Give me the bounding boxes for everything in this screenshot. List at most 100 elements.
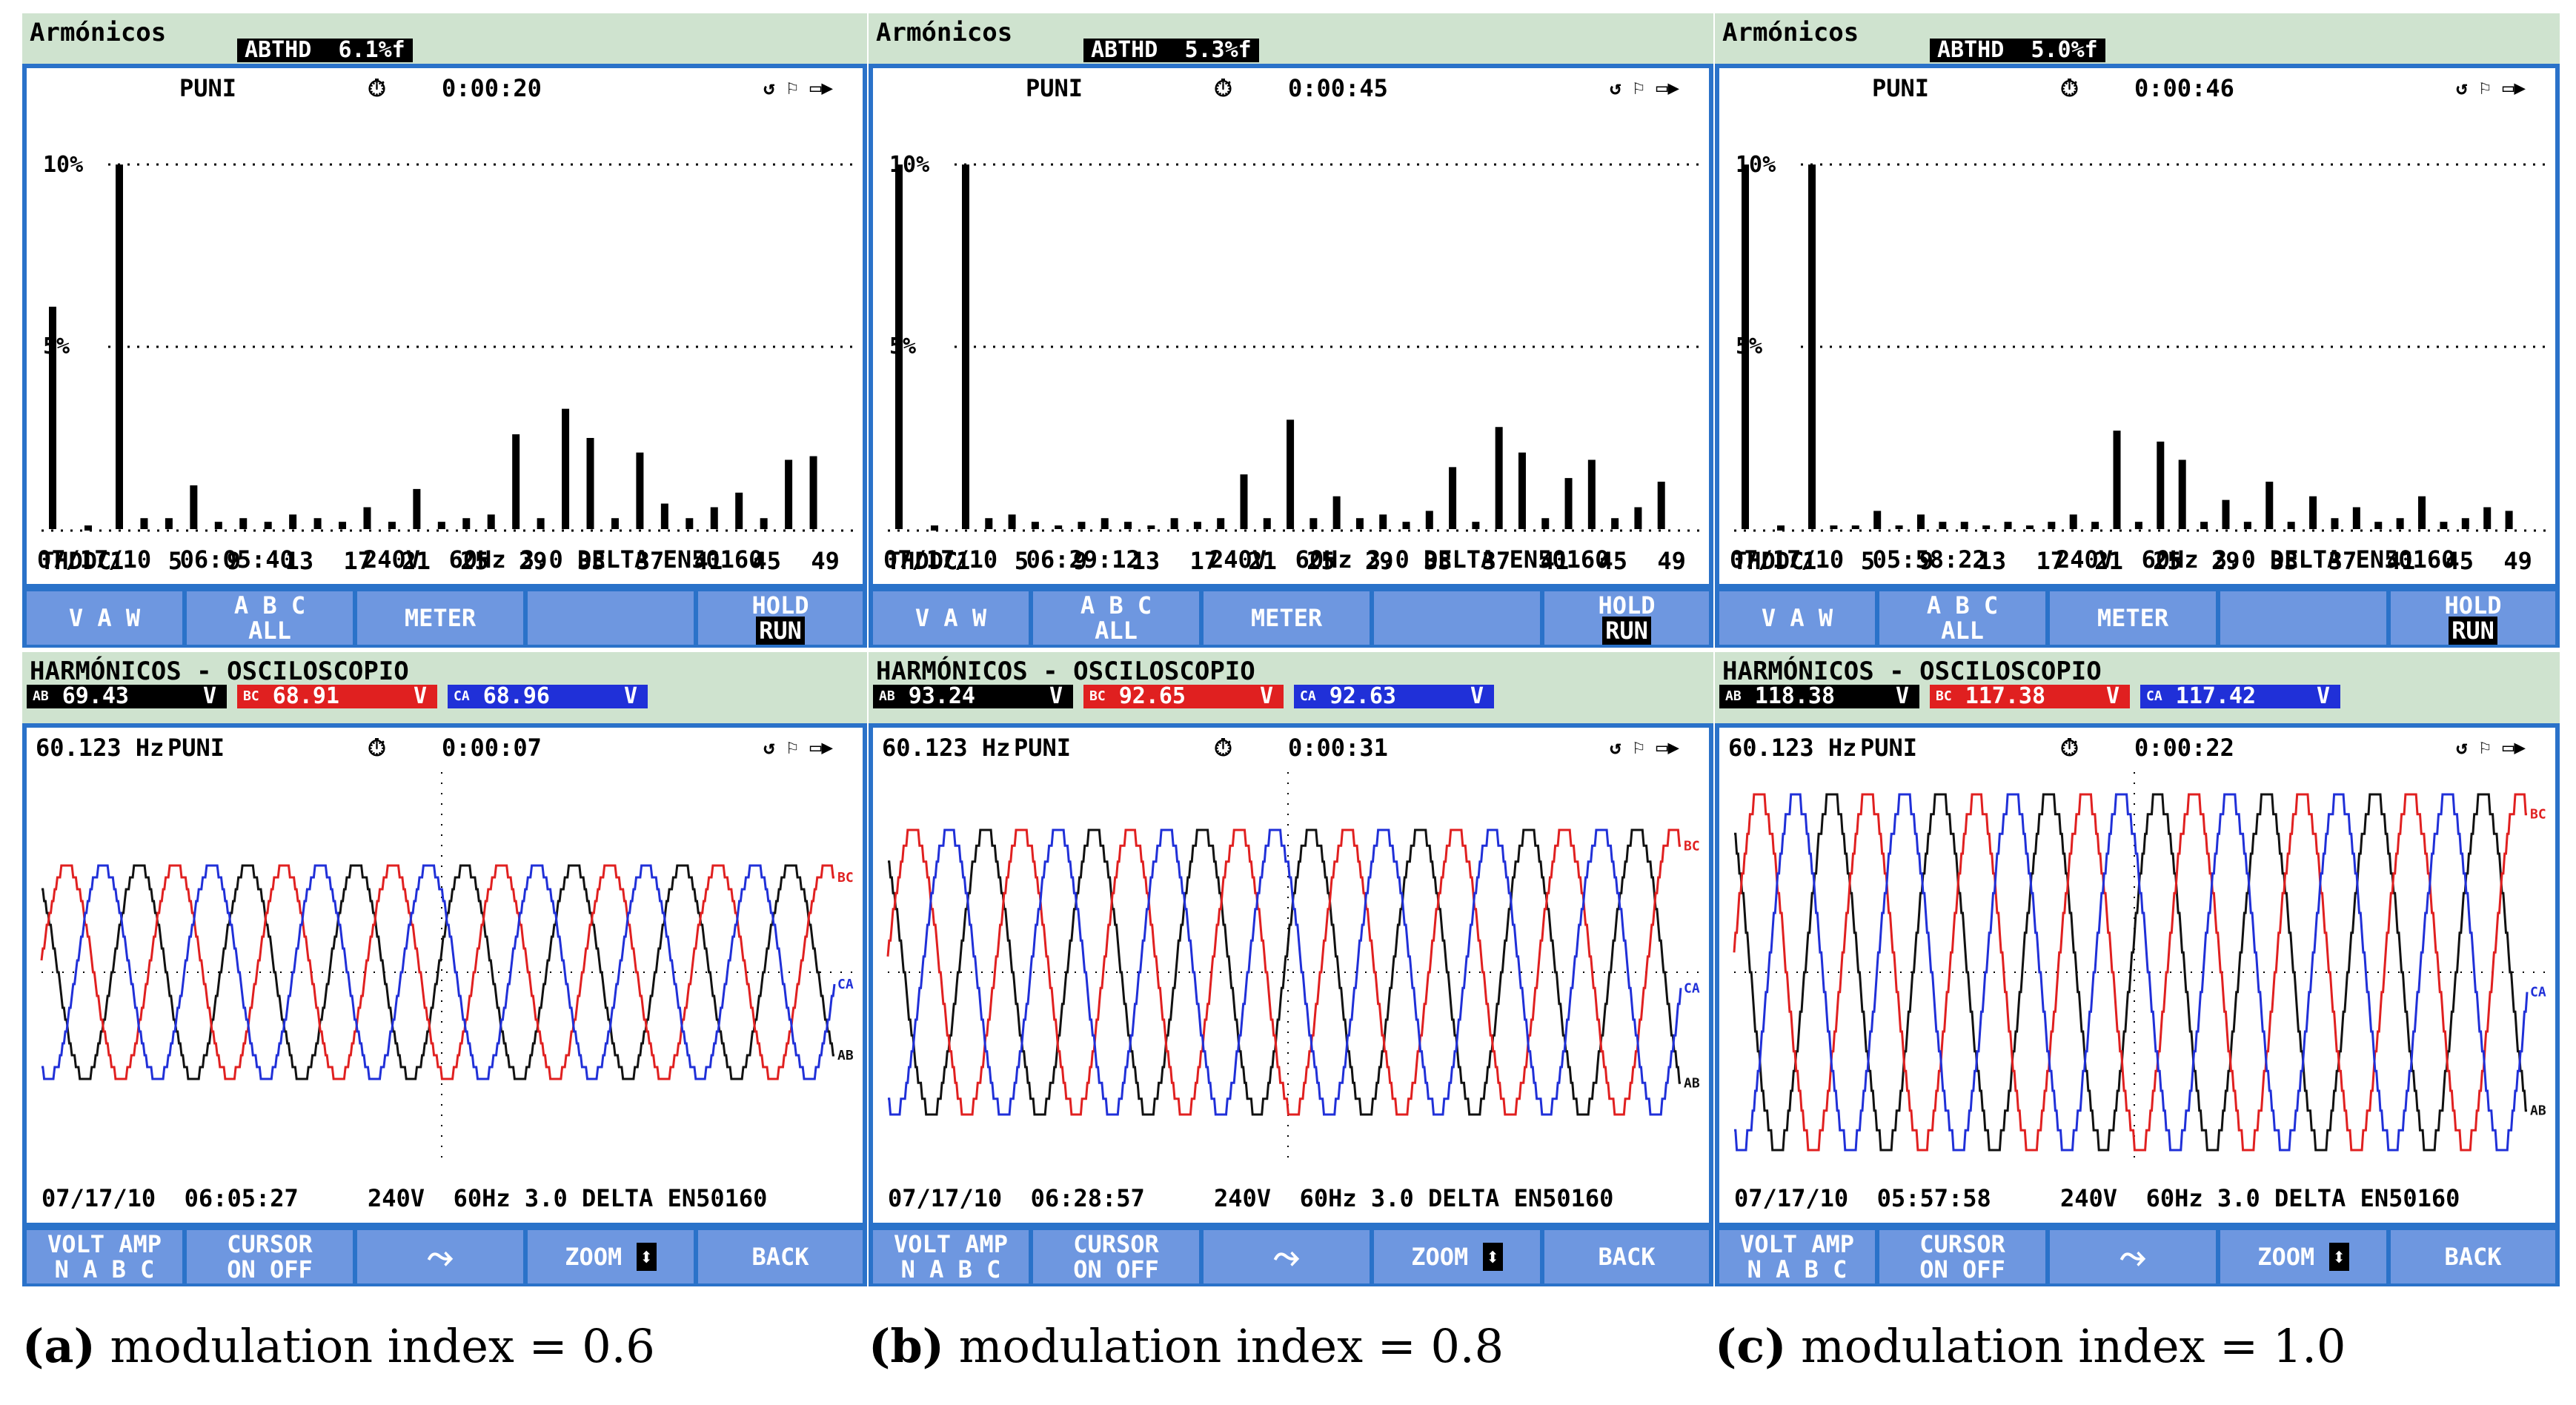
harmonics-screen: Armónicos ABTHD 5.0%f PUNI ⏱ 0:00:46 ↺ ⚐…	[1715, 13, 2560, 651]
softkey-phase-select[interactable]: A B C ALL	[1033, 591, 1199, 645]
mode-label: PUNI	[1026, 74, 1083, 102]
harmonic-bar	[1916, 514, 1925, 529]
softkey-back[interactable]: BACK	[698, 1230, 863, 1283]
softkey-phasor[interactable]: ⤳	[1204, 1230, 1370, 1283]
x-tick-label: 5	[1015, 547, 1029, 575]
harmonics-title-bar: Armónicos ABTHD 6.1%f	[22, 13, 867, 64]
softkey-hold-run[interactable]: HOLD RUN	[2391, 591, 2555, 645]
softkey-meter[interactable]: METER	[1204, 591, 1370, 645]
softkey-v-a-w[interactable]: V A W	[27, 591, 182, 645]
x-tick-label: 45	[2445, 547, 2474, 575]
thd-value: 5.0%f	[2031, 37, 2098, 63]
harmonic-bar	[2222, 499, 2230, 529]
osc-system-info: 240V 60Hz 3.0 DELTA EN50160	[1214, 1184, 1614, 1212]
harmonic-bar	[239, 518, 248, 529]
x-tick-label: 49	[2503, 547, 2532, 575]
softkey-phasor[interactable]: ⤳	[2050, 1230, 2216, 1283]
waveform-ca	[42, 864, 836, 1080]
mode-label: PUNI	[167, 734, 225, 762]
record-icon: ↺ ⚐	[763, 77, 810, 99]
harmonic-bar	[2461, 518, 2469, 529]
softkey-empty[interactable]	[528, 591, 694, 645]
osc-title-bar: HARMÓNICOS - OSCILOSCOPIO AB 118.38 V BC 11…	[1715, 652, 2560, 723]
harmonic-bar	[2157, 441, 2165, 529]
x-tick-label: 45	[752, 547, 781, 575]
softkey-cursor[interactable]: CURSOR ON OFF	[187, 1230, 353, 1283]
trace-label: AB	[837, 1048, 854, 1063]
softkey-phase-select[interactable]: A B C ALL	[187, 591, 353, 645]
softkey-empty[interactable]	[2220, 591, 2386, 645]
softkey-meter[interactable]: METER	[2050, 591, 2216, 645]
thd-readout: ABTHD 5.3%f	[1083, 39, 1259, 62]
harmonic-bar	[586, 438, 594, 529]
figure-caption: (b) modulation index = 0.8	[869, 1319, 1504, 1373]
softkey-cursor[interactable]: CURSOR ON OFF	[1033, 1230, 1199, 1283]
softkey-hold-run[interactable]: HOLD RUN	[1544, 591, 1709, 645]
harmonic-bar	[487, 514, 495, 529]
harmonic-bar	[1193, 522, 1201, 529]
elapsed-timer: 0:00:45	[1288, 74, 1388, 102]
softkey-zoom[interactable]: ZOOM ⬍	[528, 1230, 694, 1283]
reading-bc: BC 68.91 V	[237, 685, 437, 708]
harmonic-bar	[1355, 518, 1364, 529]
softkey-back[interactable]: BACK	[1544, 1230, 1709, 1283]
y-label-top: 10%	[43, 152, 83, 178]
updown-icon: ⬍	[1482, 1243, 1503, 1271]
harmonic-bar	[2004, 522, 2012, 529]
softkey-back[interactable]: BACK	[2391, 1230, 2555, 1283]
softkey-v-a-w[interactable]: V A W	[1719, 591, 1875, 645]
x-tick-label: 49	[811, 547, 840, 575]
x-tick-label: 13	[1978, 547, 2007, 575]
harmonic-bar	[2091, 522, 2099, 529]
x-tick-label: 29	[2211, 547, 2240, 575]
harmonics-screen: Armónicos ABTHD 5.3%f PUNI ⏱ 0:00:45 ↺ ⚐…	[869, 13, 1713, 651]
softkey-v-a-w[interactable]: V A W	[873, 591, 1029, 645]
phasor-icon: ⤳	[1273, 1238, 1300, 1275]
mode-label: PUNI	[1872, 74, 1930, 102]
softkey-empty[interactable]	[1374, 591, 1540, 645]
waveform-plot: 60.123 Hz PUNI ⏱ 0:00:07 ↺ ⚐ ▭▶ AB BC CA 0…	[22, 723, 867, 1227]
harmonic-bar	[363, 507, 371, 529]
oscilloscope-screen: HARMÓNICOS - OSCILOSCOPIO AB 69.43 V BC 68.…	[22, 652, 867, 1289]
panel-c: Armónicos ABTHD 5.0%f PUNI ⏱ 0:00:46 ↺ ⚐…	[1715, 0, 2560, 1405]
harmonic-bar	[339, 522, 347, 529]
trace-label: CA	[2530, 985, 2546, 1000]
harmonic-bar	[2025, 525, 2034, 529]
harmonic-bar	[1495, 427, 1503, 529]
x-tick-label: 13	[1132, 547, 1161, 575]
softkey-volt-amp[interactable]: VOLT AMP N A B C	[873, 1230, 1029, 1283]
softkey-cursor[interactable]: CURSOR ON OFF	[1879, 1230, 2045, 1283]
softkey-zoom[interactable]: ZOOM ⬍	[1374, 1230, 1540, 1283]
softkey-zoom[interactable]: ZOOM ⬍	[2220, 1230, 2386, 1283]
x-tick-label: 5	[168, 547, 182, 575]
reading-ab: AB 118.38 V	[1719, 685, 1919, 708]
softkey-meter[interactable]: METER	[357, 591, 523, 645]
softkey-phase-select[interactable]: A B C ALL	[1879, 591, 2045, 645]
thd-bar	[895, 165, 903, 529]
harmonic-bar	[2178, 459, 2186, 529]
osc-softkey-bar: VOLT AMP N A B C CURSOR ON OFF ⤳ ZOOM ⬍ BA…	[1715, 1227, 2560, 1286]
waveform-bc	[1733, 793, 2527, 1152]
thd-value: 5.3%f	[1184, 37, 1252, 63]
harmonics-screen: Armónicos ABTHD 6.1%f PUNI ⏱ 0:00:20 ↺ ⚐…	[22, 13, 867, 651]
x-tick-label: 41	[694, 547, 723, 575]
harm-datetime: 07/17/10 06:05:40	[37, 545, 294, 574]
softkey-volt-amp[interactable]: VOLT AMP N A B C	[1719, 1230, 1875, 1283]
trace-label: BC	[1684, 838, 1700, 854]
softkey-phasor[interactable]: ⤳	[357, 1230, 523, 1283]
softkey-hold-run[interactable]: HOLD RUN	[698, 591, 863, 645]
osc-datetime: 07/17/10 06:28:57	[888, 1184, 1145, 1212]
harmonic-bar	[809, 456, 817, 529]
thd-readout: ABTHD 6.1%f	[237, 39, 413, 62]
x-tick-label: 17	[343, 547, 372, 575]
reading-bc: BC 117.38 V	[1930, 685, 2130, 708]
harmonic-bar	[562, 408, 570, 529]
record-icon: ↺ ⚐	[2456, 737, 2503, 759]
battery-icon: ▭▶	[1656, 77, 1679, 99]
softkey-volt-amp[interactable]: VOLT AMP N A B C	[27, 1230, 182, 1283]
frequency-readout: 60.123 Hz	[882, 734, 1011, 762]
waveform-ca	[888, 828, 1682, 1116]
